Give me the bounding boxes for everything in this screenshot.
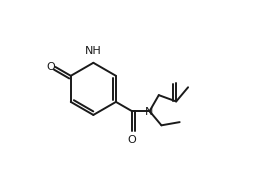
- Text: O: O: [46, 62, 55, 72]
- Text: N: N: [145, 107, 154, 117]
- Text: NH: NH: [85, 46, 102, 56]
- Text: O: O: [128, 135, 136, 145]
